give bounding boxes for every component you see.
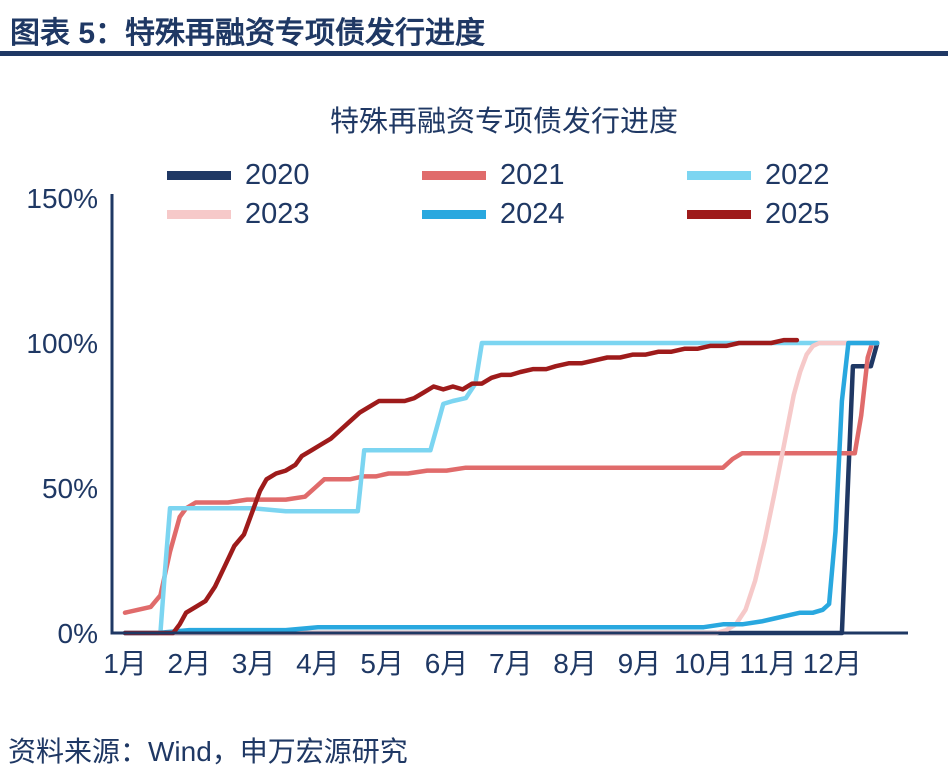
legend-label: 2022 <box>765 159 830 191</box>
source-note: 资料来源：Wind，申万宏源研究 <box>8 736 408 767</box>
y-tick-label: 0% <box>58 618 98 649</box>
legend-label: 2024 <box>500 197 565 230</box>
x-tick-label: 10月 <box>674 648 733 679</box>
series-line-2022 <box>122 340 880 636</box>
x-tick-label: 12月 <box>803 648 862 679</box>
legend-label: 2020 <box>245 159 310 191</box>
legend-label: 2023 <box>245 197 310 230</box>
legend-item-2020: 2020 <box>167 159 422 192</box>
x-tick-label: 9月 <box>618 648 662 679</box>
x-tick-label: 1月 <box>103 648 147 679</box>
legend-swatch-2024 <box>422 210 486 220</box>
x-tick-label: 5月 <box>360 648 404 679</box>
legend-swatch-2020 <box>167 171 231 181</box>
legend-swatch-2022 <box>687 171 751 181</box>
legend-swatch-2021 <box>422 171 486 181</box>
y-tick-label: 50% <box>42 473 98 504</box>
series-line-2020 <box>122 340 880 636</box>
legend-item-2021: 2021 <box>422 159 687 192</box>
legend-swatch-2023 <box>167 210 231 220</box>
series-line-2024 <box>122 340 880 636</box>
y-tick-label: 150% <box>26 183 98 214</box>
legend-label: 2021 <box>500 159 565 191</box>
legend-label: 2025 <box>765 197 830 230</box>
series-line-2021 <box>122 340 880 615</box>
legend-item-2024: 2024 <box>422 197 687 231</box>
x-tick-label: 4月 <box>296 648 340 679</box>
x-tick-label: 2月 <box>168 648 212 679</box>
y-tick-label: 100% <box>26 328 98 359</box>
figure-caption: 图表 5：特殊再融资专项债发行进度 <box>10 17 486 50</box>
x-tick-label: 3月 <box>232 648 276 679</box>
legend-item-2025: 2025 <box>687 197 877 231</box>
x-tick-label: 7月 <box>489 648 533 679</box>
legend-item-2023: 2023 <box>167 197 422 231</box>
x-tick-label: 8月 <box>553 648 597 679</box>
x-tick-label: 11月 <box>739 648 796 679</box>
caption-underline <box>0 51 948 56</box>
series-line-2023 <box>122 340 880 636</box>
series-line-2025 <box>122 337 800 636</box>
legend-swatch-2025 <box>687 210 751 220</box>
chart-title: 特殊再融资专项债发行进度 <box>329 106 678 138</box>
chart-legend: 2020 2021 2022 2023 2024 2025 <box>167 159 877 231</box>
x-tick-label: 6月 <box>425 648 469 679</box>
legend-item-2022: 2022 <box>687 159 877 192</box>
